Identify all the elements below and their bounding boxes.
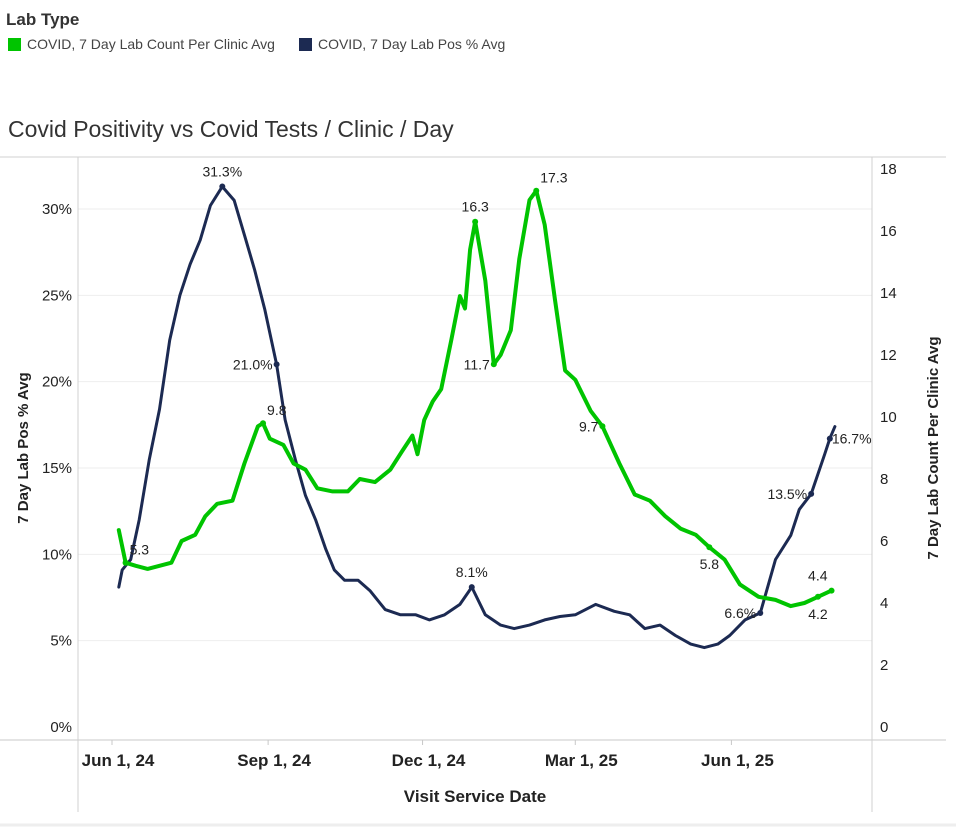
legend-title: Lab Type [6, 10, 80, 29]
annotation-marker [826, 435, 833, 442]
legend-swatch-green [8, 37, 21, 51]
annotation-marker [757, 610, 764, 617]
left-axis-title: 7 Day Lab Pos % Avg [15, 372, 32, 523]
x-tick-label: Dec 1, 24 [392, 751, 466, 770]
annotation-marker [706, 544, 713, 551]
x-tick-label: Sep 1, 24 [237, 751, 311, 770]
right-tick-label: 2 [880, 657, 888, 674]
annotation-marker [490, 361, 497, 368]
legend-swatch-navy [298, 37, 312, 51]
right-tick-label: 10 [880, 409, 897, 426]
annotation-marker [260, 420, 267, 427]
annotation-marker [828, 587, 835, 594]
legend-item-lab-count[interactable]: COVID, 7 Day Lab Count Per Clinic Avg [8, 36, 275, 52]
right-tick-label: 12 [880, 347, 897, 364]
left-tick-label: 0% [50, 719, 72, 736]
x-tick-label: Mar 1, 25 [545, 751, 618, 770]
x-tick-label: Jun 1, 24 [82, 751, 155, 770]
series-line-lab-count [116, 188, 834, 609]
right-tick-label: 18 [880, 161, 897, 178]
legend: COVID, 7 Day Lab Count Per Clinic Avg CO… [8, 36, 505, 52]
data-label: 4.4 [808, 568, 828, 584]
data-label: 16.7% [832, 431, 872, 447]
annotation-marker [599, 423, 606, 430]
series-line-pos-pct [117, 185, 837, 650]
data-label: 4.2 [808, 606, 828, 622]
right-tick-label: 14 [880, 285, 897, 302]
left-tick-label: 20% [42, 374, 72, 391]
data-label: 5.8 [700, 556, 720, 572]
annotation-marker [472, 218, 479, 225]
data-label: 21.0% [233, 356, 273, 372]
legend-label: COVID, 7 Day Lab Count Per Clinic Avg [27, 36, 275, 52]
data-label: 17.3 [540, 170, 567, 186]
data-label: 16.3 [462, 199, 489, 215]
x-axis-title: Visit Service Date [404, 787, 546, 806]
right-axis-title: 7 Day Lab Count Per Clinic Avg [925, 336, 942, 559]
x-tick-label: Jun 1, 25 [701, 751, 774, 770]
left-tick-label: 5% [50, 633, 72, 650]
left-tick-label: 30% [42, 201, 72, 218]
legend-label: COVID, 7 Day Lab Pos % Avg [317, 36, 506, 52]
data-label: 9.8 [267, 402, 287, 418]
right-tick-label: 8 [880, 471, 888, 488]
annotation-marker [533, 187, 540, 194]
right-tick-label: 0 [880, 719, 888, 736]
right-tick-label: 4 [880, 595, 888, 612]
data-label: 13.5% [767, 486, 807, 502]
data-label: 5.3 [130, 542, 150, 558]
right-tick-label: 6 [880, 533, 888, 550]
data-label: 8.1% [456, 564, 488, 580]
data-label: 31.3% [202, 164, 242, 180]
annotation-marker [468, 584, 475, 591]
annotation-marker [122, 559, 129, 566]
annotation-marker [273, 361, 280, 368]
left-tick-label: 15% [42, 460, 72, 477]
annotation-marker [219, 183, 226, 190]
annotation-marker [808, 490, 815, 497]
legend-item-pos-pct[interactable]: COVID, 7 Day Lab Pos % Avg [298, 36, 506, 52]
data-label: 11.7 [464, 356, 490, 372]
data-label: 6.6% [724, 605, 756, 621]
chart-title: Covid Positivity vs Covid Tests / Clinic… [8, 116, 454, 142]
right-tick-label: 16 [880, 223, 897, 240]
data-label: 9.7 [579, 418, 599, 434]
left-tick-label: 10% [42, 546, 72, 563]
annotation-marker [814, 593, 821, 600]
left-tick-label: 25% [42, 287, 72, 304]
